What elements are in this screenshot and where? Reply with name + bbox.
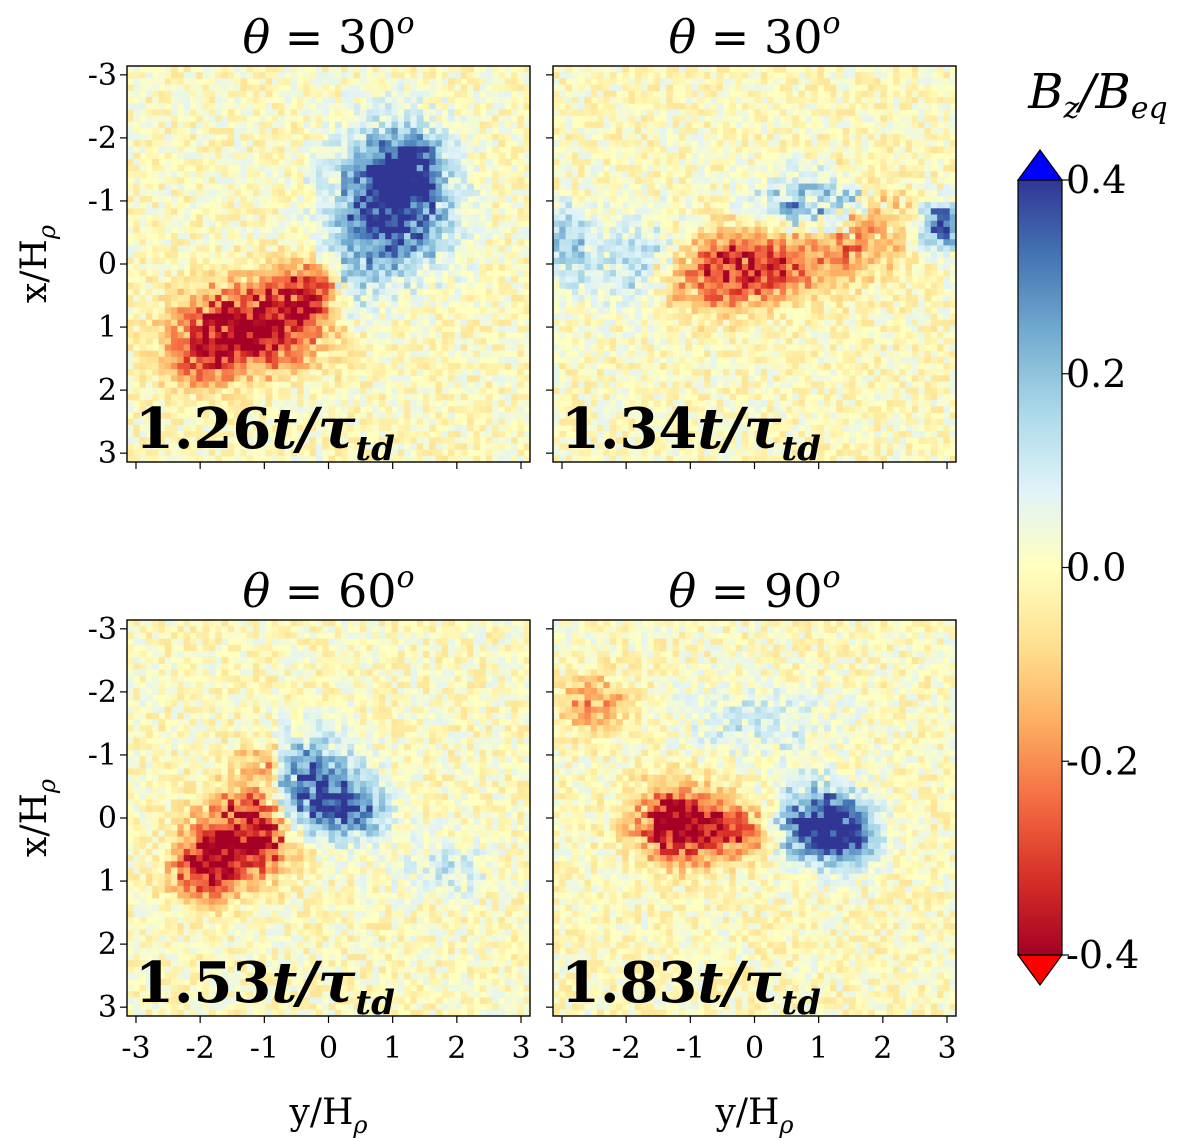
time-annotation: 1.34t/τtd xyxy=(561,396,821,469)
heatmap-panel-2 xyxy=(553,66,956,462)
y-tick-label: 2 xyxy=(98,373,117,408)
heatmap-panel-3 xyxy=(127,620,530,1016)
time-annotation: 1.53t/τtd xyxy=(135,950,395,1023)
y-tick-label: 0 xyxy=(98,801,117,836)
heatmap-panel-4 xyxy=(553,620,956,1016)
x-axis-label: y/Hρ xyxy=(715,1092,794,1139)
x-tick-label: 3 xyxy=(511,1031,530,1066)
panel-title: θ = 90o xyxy=(668,560,840,618)
panel-4: -3 -2 -1 0 1 2 3 θ = 90o 1.83t/τtd xyxy=(546,560,957,1066)
y-tick-label: -3 xyxy=(88,58,117,93)
x-tick-label: -3 xyxy=(121,1031,150,1066)
y-tick-label: -3 xyxy=(88,612,117,647)
time-annotation: 1.83t/τtd xyxy=(561,950,821,1023)
heatmap-panel-1 xyxy=(127,66,530,462)
time-annotation: 1.26t/τtd xyxy=(135,396,395,469)
colorbar-tick-label: -0.2 xyxy=(1066,739,1139,783)
x-tick-label: 0 xyxy=(319,1031,338,1066)
y-tick-label: 0 xyxy=(98,247,117,282)
colorbar-tick-label: 0.0 xyxy=(1066,546,1126,590)
panel-title: θ = 30o xyxy=(668,6,840,64)
x-tick-label: -2 xyxy=(186,1031,215,1066)
y-tick-label: -1 xyxy=(88,184,117,219)
x-tick-label: 2 xyxy=(873,1031,892,1066)
colorbar-title: Bz/Beq xyxy=(1027,64,1168,126)
colorbar-gradient xyxy=(1018,180,1062,955)
y-tick-label: 3 xyxy=(98,990,117,1025)
panel-2: θ = 30o 1.34t/τtd xyxy=(546,6,957,469)
y-tick-label: -2 xyxy=(88,675,117,710)
colorbar-extend-high xyxy=(1016,148,1064,181)
panel-3: -3 -3 -2 -2 -1 -1 0 0 1 1 2 2 3 3 θ = 60o 1.53t/τtd xyxy=(88,560,531,1066)
x-tick-label: 1 xyxy=(383,1031,402,1066)
panel-title: θ = 60o xyxy=(242,560,414,618)
colorbar-tick-label: -0.4 xyxy=(1066,933,1139,977)
x-tick-label: 0 xyxy=(745,1031,764,1066)
x-tick-label: 3 xyxy=(937,1031,956,1066)
panel-title: θ = 30o xyxy=(242,6,414,64)
y-tick-label: -1 xyxy=(88,738,117,773)
x-tick-label: -2 xyxy=(612,1031,641,1066)
y-tick-label: 1 xyxy=(98,864,117,899)
y-axis-label: x/Hρ xyxy=(14,779,61,857)
colorbar-tick-label: 0.2 xyxy=(1066,352,1126,396)
colorbar-extend-low xyxy=(1016,954,1064,987)
y-axis-label: x/Hρ xyxy=(14,225,61,303)
x-tick-label: 1 xyxy=(809,1031,828,1066)
colorbar: 0.4 0.2 0.0 -0.2 -0.4 Bz/Beq xyxy=(1016,64,1168,987)
x-tick-label: -1 xyxy=(676,1031,705,1066)
y-tick-label: -2 xyxy=(88,121,117,156)
y-tick-label: 3 xyxy=(98,436,117,471)
y-tick-label: 1 xyxy=(98,310,117,345)
colorbar-tick-label: 0.4 xyxy=(1066,158,1126,202)
x-tick-label: 2 xyxy=(447,1031,466,1066)
x-axis-label: y/Hρ xyxy=(289,1092,368,1139)
x-tick-label: -3 xyxy=(547,1031,576,1066)
panel-1: -3 -2 -1 0 1 2 3 θ = 30o 1.26t/τtd xyxy=(88,6,531,471)
x-tick-label: -1 xyxy=(250,1031,279,1066)
y-tick-label: 2 xyxy=(98,927,117,962)
